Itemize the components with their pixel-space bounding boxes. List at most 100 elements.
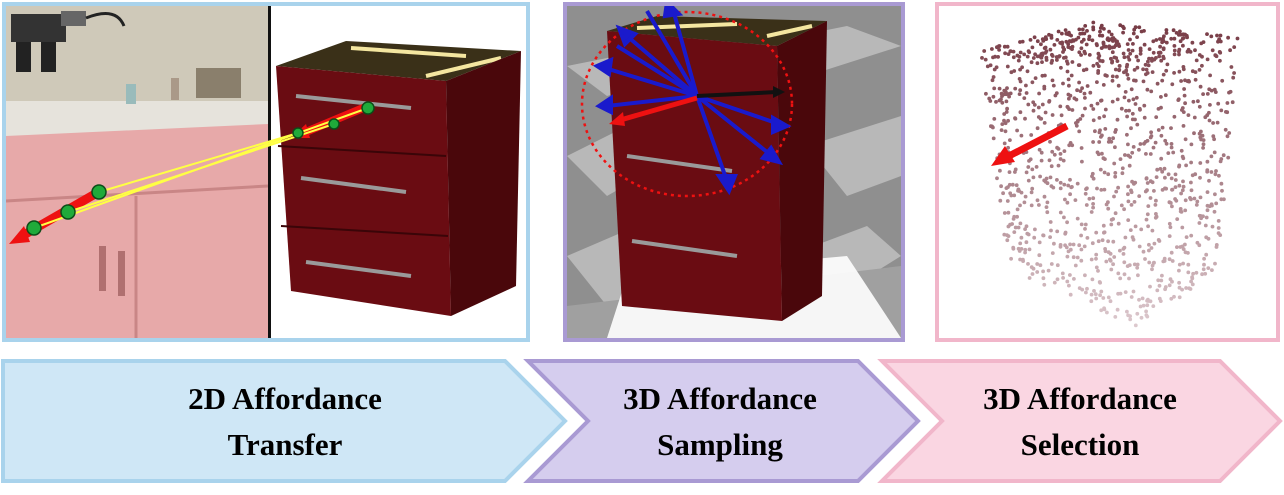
- cloud-point: [1115, 307, 1120, 312]
- cloud-point: [1063, 197, 1067, 202]
- stage-label-line1: 3D Affordance: [983, 381, 1177, 416]
- cloud-point: [1002, 44, 1007, 49]
- cloud-point: [1169, 126, 1173, 130]
- cloud-point: [1001, 191, 1005, 196]
- cloud-point: [1154, 175, 1159, 180]
- cloud-point: [1089, 103, 1094, 108]
- cloud-point: [1042, 37, 1047, 42]
- cloud-point: [1141, 79, 1146, 84]
- cloud-point: [1024, 170, 1029, 175]
- reference-arrow: [696, 90, 778, 98]
- cloud-point: [1148, 179, 1153, 184]
- cloud-point: [1060, 31, 1064, 36]
- cloud-point: [1011, 245, 1016, 250]
- cloud-point: [1039, 158, 1044, 163]
- cloud-point: [1235, 36, 1240, 41]
- cloud-point: [1095, 80, 1099, 84]
- cloud-point: [1163, 186, 1167, 191]
- cloud-point: [1144, 309, 1148, 314]
- cloud-point: [1128, 314, 1132, 318]
- cloud-point: [1006, 210, 1011, 215]
- cloud-point: [1109, 56, 1113, 61]
- cloud-point: [1188, 287, 1193, 291]
- cloud-point: [990, 47, 994, 51]
- cloud-point: [1189, 142, 1194, 147]
- cloud-point: [1125, 62, 1130, 67]
- cloud-point: [1106, 36, 1110, 41]
- cloud-point: [1188, 196, 1192, 200]
- cloud-point: [1212, 209, 1217, 214]
- cloud-point: [1018, 221, 1023, 226]
- cloud-point: [1100, 33, 1105, 38]
- cloud-point: [1219, 197, 1224, 202]
- cloud-point: [1173, 178, 1178, 182]
- cloud-point: [992, 67, 997, 72]
- cloud-point: [1112, 194, 1116, 199]
- cabinet-side: [777, 21, 827, 321]
- cloud-point: [1040, 60, 1044, 64]
- cloud-point: [1142, 42, 1147, 47]
- cloud-point: [1115, 97, 1120, 102]
- cloud-point: [1096, 51, 1101, 56]
- cloud-point: [1205, 92, 1210, 96]
- cloud-point: [1150, 70, 1155, 74]
- cloud-point: [1228, 89, 1233, 94]
- cloud-point: [1079, 233, 1083, 238]
- cloud-point: [1186, 251, 1190, 255]
- cloud-point: [1177, 69, 1182, 74]
- cloud-point: [1183, 32, 1187, 37]
- cloud-point: [991, 55, 995, 60]
- cloud-point: [1206, 266, 1211, 270]
- cloud-point: [1059, 113, 1064, 118]
- cloud-point: [1118, 248, 1122, 253]
- cloud-point: [1164, 28, 1169, 32]
- cloud-point: [1125, 309, 1129, 314]
- cloud-point: [1002, 232, 1007, 237]
- cloud-point: [1155, 81, 1160, 86]
- cloud-point: [1177, 285, 1182, 290]
- cloud-point: [1006, 92, 1010, 96]
- cloud-point: [1041, 269, 1045, 274]
- cloud-point: [1145, 181, 1150, 185]
- cloud-point: [1037, 253, 1042, 258]
- cloud-point: [1151, 39, 1156, 44]
- cloud-point: [1178, 29, 1182, 34]
- cloud-point: [1181, 247, 1186, 252]
- cloud-point: [1058, 152, 1063, 156]
- cloud-point: [1053, 93, 1058, 98]
- cloud-point: [1217, 173, 1221, 178]
- cloud-point: [1186, 113, 1191, 117]
- cloud-point: [1023, 116, 1027, 121]
- cloud-point: [1129, 203, 1134, 207]
- cloud-point: [1209, 88, 1214, 93]
- cloud-point: [1172, 48, 1177, 53]
- cloud-point: [1229, 65, 1234, 69]
- cloud-point: [1108, 299, 1113, 304]
- cloud-point: [1110, 36, 1114, 41]
- cloud-point: [996, 55, 1000, 59]
- cloud-point: [1079, 146, 1084, 150]
- cloud-point: [1089, 292, 1094, 297]
- cloud-point: [1075, 88, 1079, 93]
- cloud-point: [1170, 259, 1175, 263]
- cloud-point: [1122, 95, 1127, 100]
- cloud-point: [1122, 70, 1126, 75]
- cloud-point: [1018, 88, 1023, 93]
- cloud-point: [1132, 68, 1137, 72]
- cloud-point: [1032, 103, 1037, 107]
- cloud-point: [1101, 83, 1106, 87]
- cloud-point: [1113, 174, 1118, 179]
- cloud-point: [1061, 276, 1065, 280]
- cloud-point: [1003, 129, 1008, 134]
- cloud-point: [1019, 235, 1024, 240]
- cloud-point: [1002, 141, 1007, 146]
- cloud-point: [997, 86, 1002, 91]
- cloud-point: [1125, 264, 1130, 268]
- cloud-point: [1178, 209, 1183, 214]
- cloud-point: [1049, 164, 1054, 169]
- cloud-point: [1083, 227, 1087, 231]
- cloud-point: [1052, 43, 1057, 47]
- cloud-point: [1076, 63, 1081, 67]
- cloud-point: [1206, 236, 1211, 241]
- cloud-point: [1149, 246, 1154, 250]
